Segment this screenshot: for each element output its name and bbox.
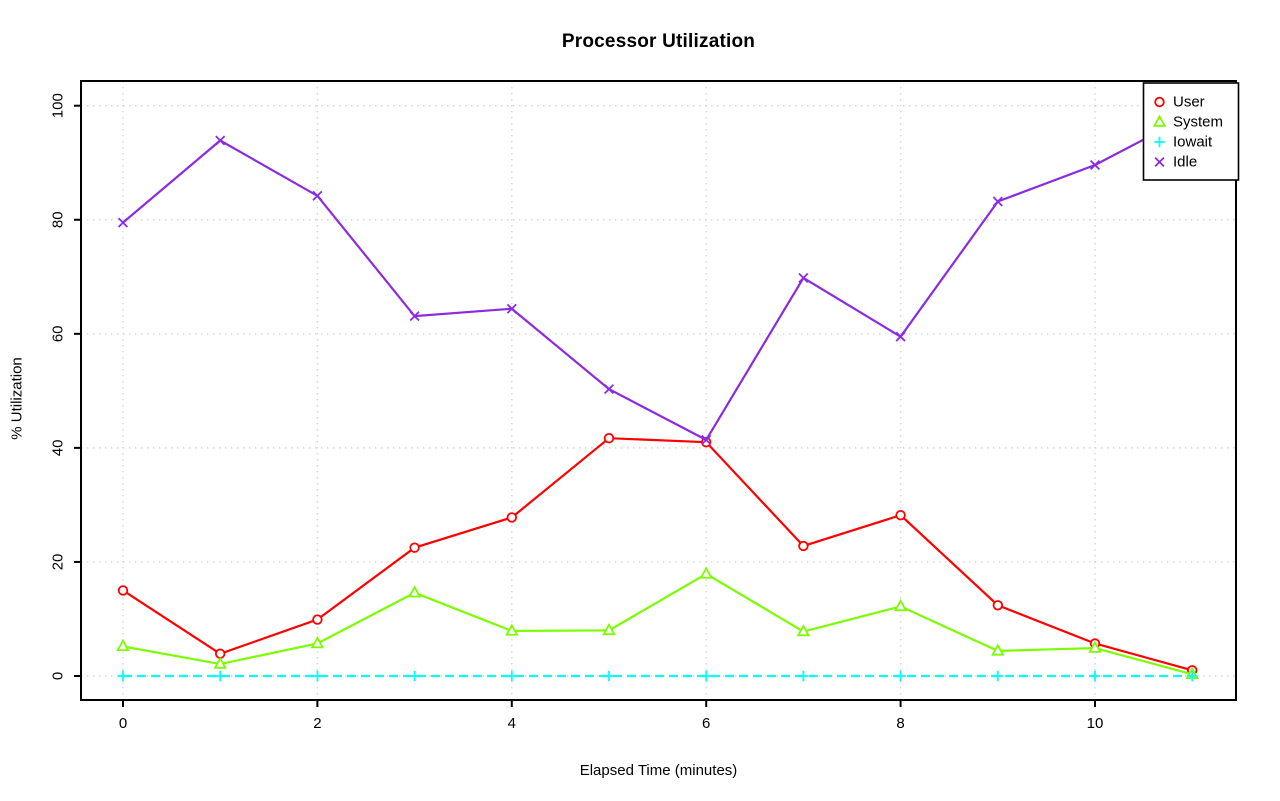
x-tick-label: 4 [508,715,516,732]
series-line-user [122,437,1193,672]
marker-system [505,623,519,636]
marker-user [312,614,323,625]
legend-marker-idle [1154,156,1165,168]
marker-idle [117,217,129,228]
x-tick-label: 2 [313,715,321,732]
marker-iowait [117,670,129,682]
x-tick-label: 0 [119,715,127,732]
marker-idle [798,272,809,283]
x-tick-label: 10 [1087,715,1104,732]
marker-user [603,432,615,444]
marker-system [699,566,713,579]
y-tick-label: 100 [50,93,67,118]
marker-idle [701,434,712,445]
marker-iowait [312,670,323,682]
marker-system [602,622,616,636]
marker-idle [1089,159,1101,171]
chart-title: Processor Utilization [561,31,756,52]
y-tick-label: 80 [50,211,67,228]
marker-idle [312,190,323,201]
marker-idle [506,303,517,314]
marker-iowait [895,670,906,682]
marker-idle [215,135,226,146]
marker-iowait [798,670,809,682]
marker-iowait [215,670,226,682]
y-tick-label: 60 [50,325,67,342]
marker-user [409,542,420,553]
marker-user [117,585,129,596]
marker-iowait [992,670,1003,682]
legend-label-user: User [1173,94,1205,111]
legend-marker-system [1152,114,1167,127]
legend-label-system: System [1173,114,1223,131]
marker-idle [992,196,1003,207]
plot-frame [80,80,1237,701]
legend-label-idle: Idle [1173,154,1197,171]
x-tick-label: 6 [702,715,710,732]
series-line-idle [122,113,1193,442]
y-tick-label: 40 [50,440,67,457]
series-line-system [122,572,1193,676]
y-tick-label: 20 [50,554,67,571]
marker-user [895,509,906,521]
marker-idle [895,331,906,342]
marker-idle [603,384,615,395]
x-tick-label: 8 [896,715,904,732]
marker-system [893,598,908,612]
marker-user [992,600,1004,611]
marker-system [310,636,325,649]
marker-system [213,656,227,669]
marker-iowait [409,670,420,682]
marker-user [506,512,518,523]
marker-idle [409,311,420,322]
marker-system [1088,640,1102,653]
legend-marker-iowait [1154,136,1165,148]
y-tick-label: 0 [50,672,67,680]
marker-system [116,638,130,652]
legend-marker-user [1154,96,1165,108]
marker-iowait [1187,670,1198,682]
marker-user [798,540,809,552]
marker-iowait [506,670,517,682]
marker-system [991,643,1005,656]
marker-system [796,624,811,637]
legend-label-iowait: Iowait [1173,134,1213,151]
marker-iowait [701,670,712,682]
marker-iowait [1089,670,1101,682]
marker-system [407,585,422,598]
x-axis-label: Elapsed Time (minutes) [579,762,738,779]
marker-iowait [603,670,615,682]
